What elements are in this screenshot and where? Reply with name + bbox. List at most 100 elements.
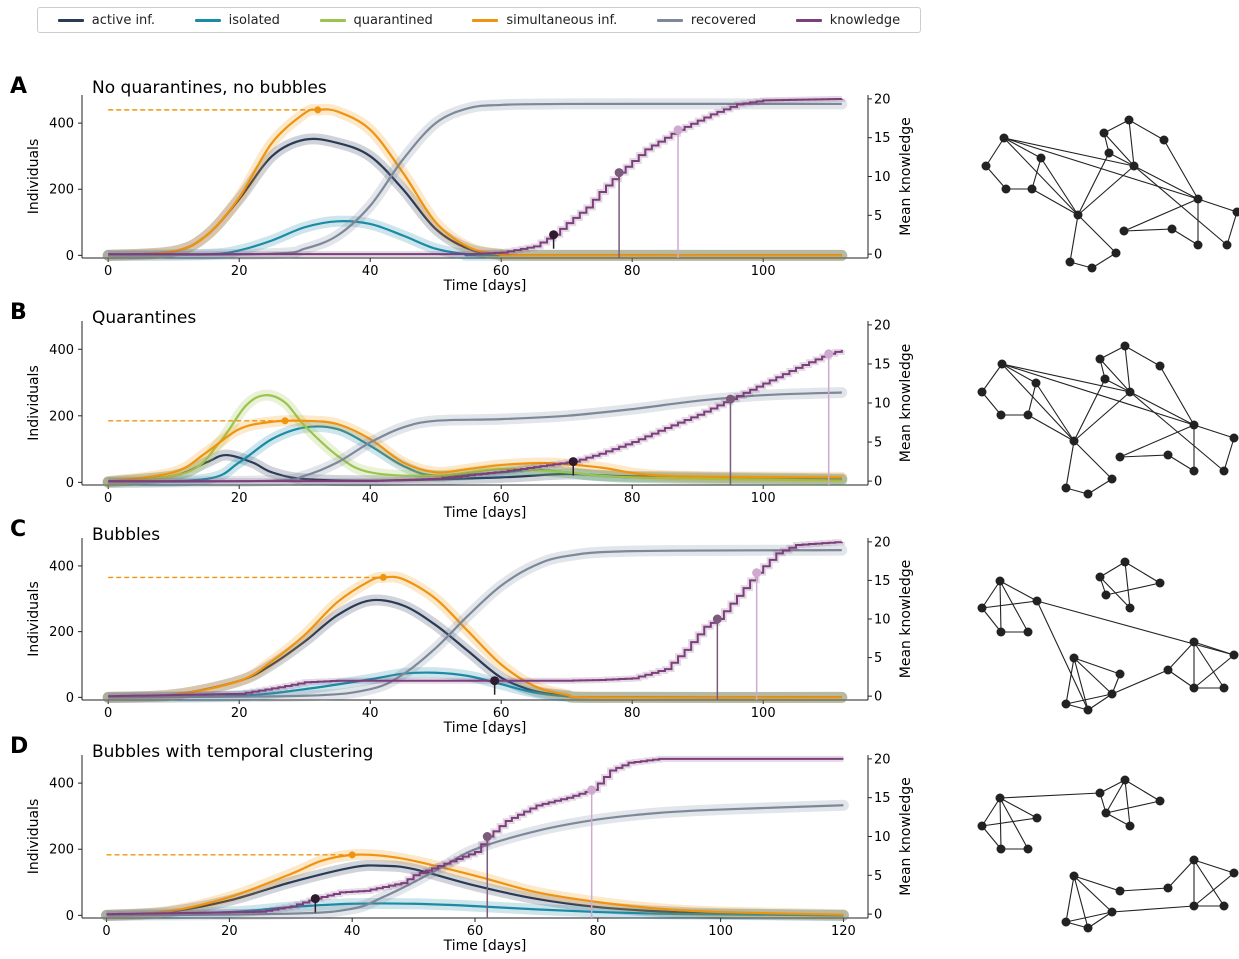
series-line-recovered: [108, 391, 842, 484]
y2-tick-label: 10: [874, 613, 891, 628]
legend-label-simultaneous: simultaneous inf.: [506, 12, 618, 28]
network-edge: [1001, 363, 1131, 393]
knowledge-marker: [614, 168, 624, 178]
network-node: [977, 821, 987, 831]
x-tick-label: 60: [493, 706, 510, 721]
network-edge: [1171, 228, 1199, 246]
network-edge: [1027, 382, 1037, 416]
series-line-knowledge: [108, 349, 843, 483]
panel-title: No quarantines, no bubbles: [92, 78, 327, 98]
network-node: [1155, 796, 1165, 806]
network-node: [1027, 184, 1037, 194]
x-tick-label: 80: [590, 924, 607, 939]
network-edge: [1031, 188, 1079, 216]
network-edge: [1003, 137, 1042, 159]
knowledge-marker: [725, 394, 735, 404]
network-edge: [1167, 454, 1195, 472]
network-edge: [999, 797, 1038, 819]
network-node: [1032, 813, 1042, 823]
network-edge: [981, 825, 1002, 850]
network-edge: [1073, 875, 1089, 929]
network-node: [1069, 436, 1079, 446]
network-edge: [981, 363, 1003, 393]
series-line-simultaneous: [108, 419, 842, 483]
network-node: [1115, 452, 1125, 462]
network-edge: [1128, 119, 1135, 167]
network-edge: [999, 580, 1029, 633]
x-tick-label: 0: [104, 706, 112, 721]
network-edge: [1001, 363, 1195, 426]
x-tick-label: 80: [624, 264, 641, 279]
y2-tick-label: 20: [874, 752, 891, 767]
y-tick-label: 200: [49, 409, 74, 424]
network-node: [1023, 844, 1033, 854]
y-tick-label: 0: [66, 691, 74, 706]
x-tick-label: 0: [104, 264, 112, 279]
y2-tick-label: 20: [874, 318, 891, 333]
y2-tick-label: 0: [874, 908, 882, 923]
network-node: [1115, 886, 1125, 896]
network-node: [981, 161, 991, 171]
network-node: [1111, 248, 1121, 258]
knowledge-marker: [549, 230, 559, 240]
series-band-recovered: [102, 98, 848, 261]
knowledge-marker: [490, 676, 500, 686]
x-axis-label: Time [days]: [443, 720, 527, 736]
peak-marker: [348, 851, 356, 859]
network-node: [1083, 705, 1093, 715]
y2-tick-label: 20: [874, 535, 891, 550]
panel-d: D Bubbles with temporal clustering 0 20 40 60…: [10, 734, 914, 954]
network-node: [1095, 572, 1105, 582]
network-node: [995, 576, 1005, 586]
knowledge-marker: [482, 832, 492, 841]
x-tick-label: 60: [493, 491, 510, 506]
network-edge: [1124, 561, 1161, 584]
y-axis-label: Individuals: [26, 139, 42, 214]
network-node: [1219, 466, 1229, 476]
network-node: [1163, 665, 1173, 675]
network-node: [1125, 603, 1135, 613]
network-node: [1120, 775, 1130, 785]
network-node: [1023, 627, 1033, 637]
y2-tick-label: 5: [874, 651, 882, 666]
network-edge: [1163, 139, 1199, 200]
y-tick-label: 400: [49, 343, 74, 358]
y2-axis-label: Mean knowledge: [898, 117, 914, 235]
network-edge: [999, 797, 1029, 850]
network-node: [1189, 855, 1199, 865]
network-edge: [1065, 911, 1113, 923]
network-node: [1083, 489, 1093, 499]
network-edge: [1193, 654, 1235, 689]
network-diagram: [977, 775, 1239, 933]
network-node: [1125, 821, 1135, 831]
network-edge: [1226, 211, 1238, 246]
network-edge: [1119, 454, 1169, 458]
legend-label-isolated: isolated: [228, 12, 280, 28]
legend-swatch-knowledge: [795, 18, 822, 22]
y-tick-label: 200: [49, 625, 74, 640]
network-edge: [1111, 669, 1169, 695]
y2-tick-label: 0: [874, 248, 882, 263]
knowledge-marker: [568, 457, 578, 467]
y2-tick-label: 15: [874, 574, 891, 589]
x-tick-label: 80: [624, 706, 641, 721]
network-node: [1193, 240, 1203, 250]
network-node: [1107, 907, 1117, 917]
y-tick-label: 200: [49, 183, 74, 198]
network-edge: [1036, 600, 1089, 711]
network-edge: [1197, 198, 1238, 213]
network-node: [1095, 354, 1105, 364]
x-tick-label: 40: [362, 491, 379, 506]
network-node: [1155, 361, 1165, 371]
legend-item-recovered: recovered: [656, 13, 756, 28]
series-line-simultaneous: [108, 575, 842, 699]
series-line-simultaneous: [108, 108, 842, 257]
network-edge: [999, 797, 1002, 850]
network-edge: [1103, 132, 1135, 167]
series-line-knowledge: [108, 98, 843, 256]
network-edge: [1167, 859, 1195, 889]
network-edge: [981, 600, 1038, 609]
legend-swatch-simultaneous: [472, 18, 499, 22]
